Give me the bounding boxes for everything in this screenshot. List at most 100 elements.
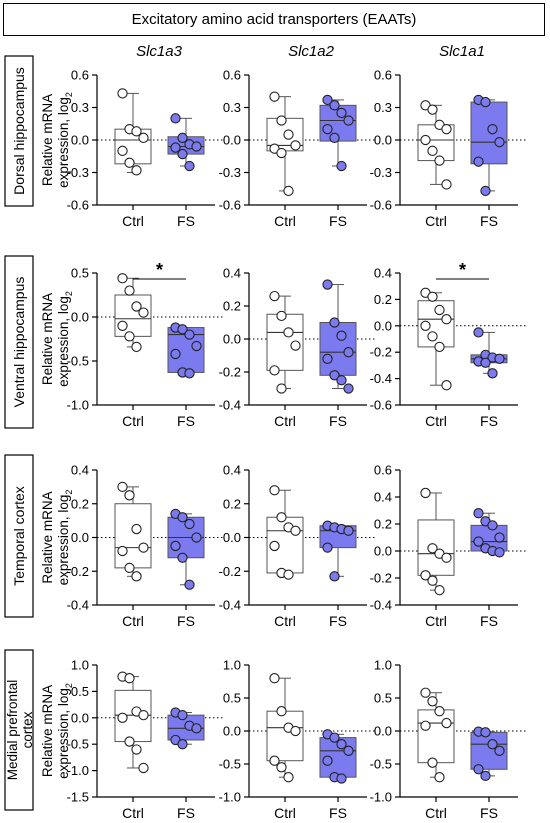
data-point	[336, 107, 347, 119]
data-point	[191, 723, 202, 734]
data-point	[124, 331, 135, 342]
data-point	[131, 126, 142, 137]
data-point	[427, 696, 438, 707]
data-point	[487, 520, 498, 531]
y-tick-label: 0.2	[374, 517, 392, 532]
region-label: Dorsal hippocampus	[11, 67, 27, 195]
data-point	[494, 745, 505, 756]
data-point	[427, 145, 438, 156]
region-label-text: Temporal cortex	[11, 486, 27, 586]
data-point	[276, 310, 287, 322]
y-tick-label: 0.4	[374, 490, 392, 505]
data-point	[117, 320, 128, 331]
data-point	[343, 745, 354, 756]
x-tick-label-ctrl: Ctrl	[122, 613, 144, 629]
data-point	[434, 304, 445, 316]
y-tick-label: 0.2	[71, 496, 89, 511]
y-tick-label: -0.6	[67, 198, 89, 213]
y-tick-label: 0.0	[374, 544, 392, 559]
data-point	[290, 340, 301, 351]
x-tick-label-ctrl: Ctrl	[122, 413, 144, 429]
data-point	[276, 115, 287, 126]
data-point	[138, 132, 149, 143]
data-point	[322, 542, 333, 553]
data-point	[276, 383, 287, 394]
y-tick-label: -0.6	[370, 398, 392, 413]
y-axis-label-line2: expression, log2	[56, 92, 74, 188]
y-tick-label: -1.5	[67, 790, 89, 805]
y-tick-label: 0.5	[71, 684, 89, 699]
y-tick-label: 0.6	[71, 68, 89, 83]
data-point	[329, 132, 340, 143]
x-tick-label-ctrl: Ctrl	[425, 413, 447, 429]
x-tick-label-fs: FS	[480, 613, 498, 629]
data-point	[420, 570, 431, 581]
y-tick-label: 0.5	[374, 691, 392, 706]
y-tick-label: -0.3	[219, 165, 241, 180]
region-label-box	[4, 454, 34, 618]
y-tick-label: 0.3	[223, 100, 241, 115]
data-point	[322, 94, 333, 106]
data-point	[441, 314, 452, 325]
y-tick-label: 0.4	[223, 266, 241, 281]
data-point	[343, 525, 354, 536]
data-point	[117, 273, 128, 284]
data-point	[117, 88, 128, 99]
data-point	[329, 100, 340, 111]
y-tick-label: -0.5	[219, 757, 241, 772]
y-tick-label: -0.3	[67, 165, 89, 180]
y-axis-label-line2: expression, log2	[56, 291, 74, 387]
y-tick-label: 0.0	[71, 710, 89, 725]
data-point	[420, 487, 431, 499]
y-tick-label: -0.4	[370, 598, 392, 613]
x-tick-label-fs: FS	[329, 213, 347, 229]
y-tick-label: -0.4	[370, 371, 392, 386]
data-point	[441, 552, 452, 563]
y-axis-label: Relative mRNA expression, log2	[40, 683, 74, 779]
y-tick-label: 1.0	[71, 658, 89, 673]
data-point	[184, 160, 195, 172]
data-point	[138, 542, 149, 553]
y-tick-label: 0.0	[374, 133, 392, 148]
y-tick-label: 0.4	[223, 463, 241, 478]
data-point	[177, 148, 188, 160]
data-point	[191, 340, 202, 352]
data-point	[441, 124, 452, 135]
y-tick-label: 0.0	[374, 724, 392, 739]
box-ctrl	[266, 710, 304, 762]
data-point	[184, 579, 195, 590]
y-tick-label: 0.0	[223, 724, 241, 739]
region-label-line: cortex	[20, 711, 35, 748]
y-tick-label: 0.2	[223, 299, 241, 314]
y-tick-label: -0.4	[219, 398, 241, 413]
x-tick-label-ctrl: Ctrl	[122, 213, 144, 229]
x-tick-label-fs: FS	[177, 613, 195, 629]
data-point	[473, 764, 484, 775]
panel-temporal-cortex-slc1a1: -0.4 -0.2 0.0 0.2 0.4 0.6 Ctrl FS	[370, 463, 526, 629]
y-tick-label: -0.2	[219, 365, 241, 380]
data-point	[322, 124, 333, 135]
data-point	[473, 156, 484, 167]
box-ctrl	[417, 709, 455, 764]
data-point	[177, 512, 188, 523]
data-point	[480, 770, 491, 782]
data-point	[290, 725, 301, 737]
data-point	[322, 353, 333, 364]
y-tick-label: -1.0	[67, 763, 89, 778]
panel-medial-prefrontal-cortex-slc1a2: -1.0 -0.5 0.0 0.5 1.0 Ctrl FS	[219, 658, 375, 821]
data-point	[473, 536, 484, 547]
x-tick-label-fs: FS	[177, 805, 195, 821]
data-point	[269, 365, 280, 376]
y-tick-label: -0.2	[67, 564, 89, 579]
data-point	[124, 736, 135, 747]
data-point	[131, 523, 142, 535]
y-tick-label: 0.6	[223, 68, 241, 83]
y-axis-label-line1: Relative mRNA	[40, 685, 55, 777]
y-tick-label: -0.2	[370, 345, 392, 360]
data-point	[480, 357, 491, 368]
y-axis-label-line2: expression, log2	[56, 683, 74, 779]
data-point	[131, 165, 142, 176]
y-tick-label: -0.3	[370, 165, 392, 180]
x-tick-label-ctrl: Ctrl	[425, 213, 447, 229]
